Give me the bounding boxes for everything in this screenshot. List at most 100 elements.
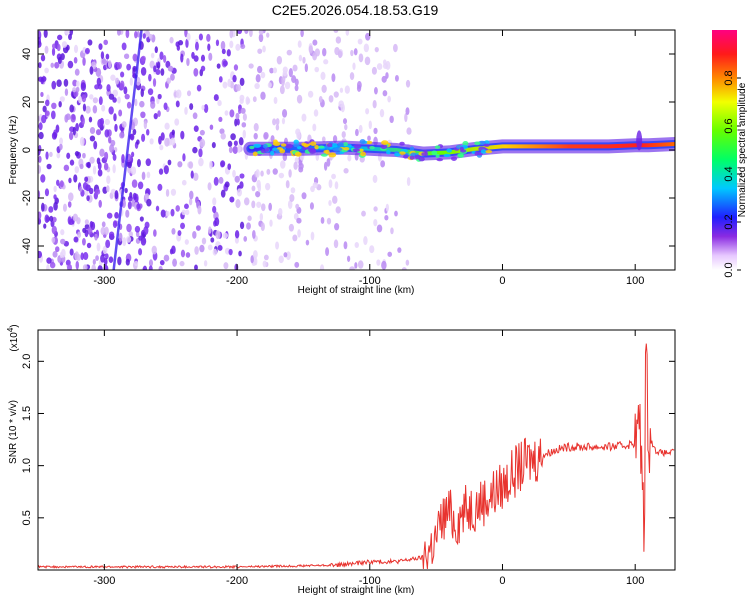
- noise-blob: [60, 229, 65, 236]
- noise-blob: [97, 118, 103, 128]
- noise-blob: [260, 71, 266, 79]
- snr-y-tick-label: 1.0: [21, 458, 33, 473]
- noise-blob: [56, 179, 60, 186]
- noise-blob: [217, 99, 222, 107]
- noise-blob: [59, 251, 64, 259]
- noise-blob: [89, 126, 96, 135]
- noise-blob: [46, 163, 52, 170]
- noise-blob: [77, 231, 82, 238]
- colorbar: 0.0 0.2 0.4 0.6 0.8 Normalized spectral ampl…: [712, 30, 748, 278]
- noise-blob: [235, 199, 241, 209]
- ridge-speckle: [320, 153, 328, 157]
- noise-blob: [192, 231, 197, 239]
- noise-blob: [312, 39, 318, 46]
- noise-blob: [331, 173, 336, 180]
- noise-blob: [296, 94, 303, 104]
- noise-blob: [349, 266, 355, 270]
- noise-blob: [63, 78, 69, 87]
- noise-blob: [223, 262, 229, 270]
- noise-blob: [101, 221, 106, 228]
- noise-blob: [256, 201, 262, 208]
- ridge-speckle: [369, 146, 375, 150]
- noise-blob: [293, 212, 299, 221]
- noise-blob: [185, 209, 190, 216]
- noise-blob: [66, 264, 73, 270]
- noise-blob: [376, 224, 383, 233]
- noise-blob: [110, 188, 116, 195]
- noise-blob: [295, 203, 300, 210]
- noise-blob: [113, 113, 117, 122]
- noise-blob: [268, 202, 272, 211]
- noise-blob: [38, 122, 43, 131]
- noise-blob: [159, 260, 165, 266]
- noise-blob: [154, 46, 158, 54]
- noise-blob: [236, 118, 240, 126]
- noise-blob: [382, 90, 388, 97]
- noise-blob: [307, 90, 314, 98]
- ridge-speckle: [293, 139, 299, 145]
- noise-blob: [333, 91, 339, 98]
- noise-blob: [215, 39, 220, 47]
- noise-blob: [145, 158, 151, 167]
- noise-blob: [117, 96, 121, 104]
- noise-blob: [38, 115, 41, 122]
- noise-blob: [229, 196, 235, 203]
- noise-blob: [158, 168, 164, 175]
- noise-blob: [179, 260, 185, 267]
- noise-blob: [131, 179, 138, 188]
- noise-blob: [149, 60, 155, 69]
- noise-blob: [51, 132, 57, 140]
- noise-blob: [241, 122, 247, 128]
- noise-blob: [322, 47, 327, 57]
- noise-blob: [153, 229, 157, 237]
- noise-blob: [89, 94, 94, 100]
- diagonal-streak: [112, 30, 143, 270]
- noise-blob: [49, 151, 53, 158]
- noise-blob: [165, 210, 170, 217]
- noise-blob: [224, 181, 230, 188]
- ridge-speckle: [285, 143, 293, 149]
- snr-y-tick-label: 0.5: [21, 510, 33, 525]
- noise-blob: [74, 166, 80, 174]
- noise-blob: [100, 51, 105, 60]
- noise-blob: [326, 157, 331, 167]
- noise-blob: [165, 189, 170, 197]
- noise-blob: [112, 89, 118, 97]
- noise-blob: [132, 53, 138, 62]
- noise-blob: [242, 113, 247, 121]
- noise-blob: [157, 183, 163, 191]
- noise-blob: [301, 192, 307, 200]
- noise-blob: [89, 156, 95, 164]
- noise-blob: [184, 106, 188, 115]
- noise-blob: [172, 258, 178, 267]
- noise-blob: [126, 101, 132, 109]
- noise-blob: [171, 129, 175, 136]
- noise-blob: [222, 81, 228, 89]
- ridge-speckle: [294, 151, 302, 157]
- noise-blob: [125, 30, 130, 39]
- ridge-spike: [636, 130, 643, 151]
- noise-blob: [104, 129, 110, 138]
- ridge-speckle: [474, 151, 479, 156]
- ridge-speckle: [342, 142, 349, 147]
- noise-blob: [84, 219, 89, 225]
- ridge-speckle: [279, 149, 286, 154]
- noise-blob: [235, 112, 240, 120]
- noise-blob: [106, 175, 111, 185]
- noise-blob: [376, 63, 383, 70]
- noise-blob: [64, 114, 69, 123]
- noise-blob: [163, 165, 169, 175]
- noise-blob: [272, 118, 277, 126]
- noise-blob: [298, 162, 304, 170]
- noise-blob: [59, 180, 64, 188]
- ridge-speckle: [270, 150, 275, 156]
- ridge-speckle: [249, 145, 255, 150]
- noise-blob: [232, 169, 236, 178]
- noise-blob: [125, 258, 130, 266]
- noise-blob: [186, 32, 191, 41]
- noise-blob: [373, 206, 378, 212]
- noise-blob: [160, 132, 165, 141]
- noise-blob: [285, 180, 290, 189]
- noise-blob: [177, 40, 184, 46]
